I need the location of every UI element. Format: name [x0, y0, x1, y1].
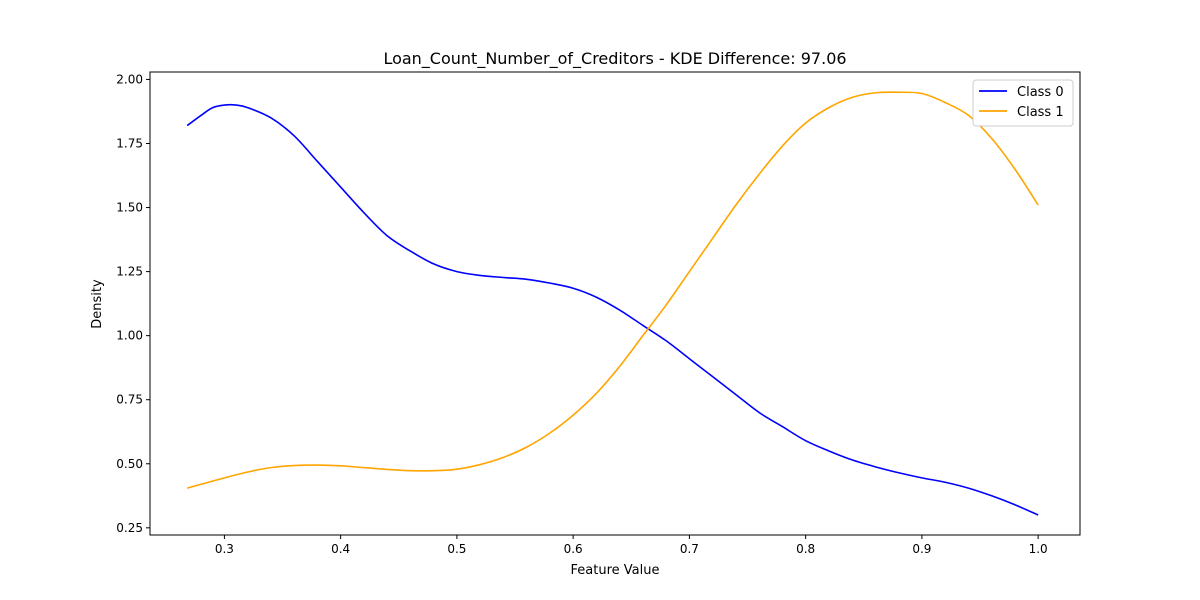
legend-label: Class 0 — [1017, 85, 1064, 100]
series-lines — [186, 91, 1039, 516]
y-tick-label: 2.00 — [116, 72, 143, 86]
series-line-class-0 — [186, 103, 1039, 516]
x-tick-label: 0.8 — [796, 542, 815, 556]
y-tick-label: 1.50 — [116, 201, 143, 215]
y-tick-label: 1.25 — [116, 265, 143, 279]
x-tick-label: 0.4 — [331, 542, 350, 556]
legend-label: Class 1 — [1017, 105, 1064, 120]
y-axis-label: Density — [90, 279, 105, 329]
y-tick-label: 1.00 — [116, 329, 143, 343]
legend: Class 0 Class 1 — [972, 79, 1074, 127]
y-axis: 0.25 0.50 0.75 1.00 1.25 1.50 1.75 2.00 — [116, 72, 150, 535]
x-tick-label: 0.9 — [912, 542, 931, 556]
y-tick-label: 0.25 — [116, 521, 143, 535]
chart-title: Loan_Count_Number_of_Creditors - KDE Dif… — [383, 49, 846, 69]
y-tick-label: 0.50 — [116, 457, 143, 471]
y-tick-label: 1.75 — [116, 136, 143, 150]
x-tick-label: 1.0 — [1029, 542, 1048, 556]
x-axis-label: Feature Value — [571, 563, 660, 578]
x-axis: 0.3 0.4 0.5 0.6 0.7 0.8 0.9 1.0 — [215, 535, 1048, 556]
x-tick-label: 0.7 — [680, 542, 699, 556]
plot-area — [149, 71, 1081, 536]
y-tick-label: 0.75 — [116, 393, 143, 407]
plot-frame — [149, 71, 1081, 536]
series-line-class-1 — [186, 91, 1039, 489]
x-tick-label: 0.5 — [447, 542, 466, 556]
x-tick-label: 0.6 — [564, 542, 583, 556]
x-tick-label: 0.3 — [215, 542, 234, 556]
